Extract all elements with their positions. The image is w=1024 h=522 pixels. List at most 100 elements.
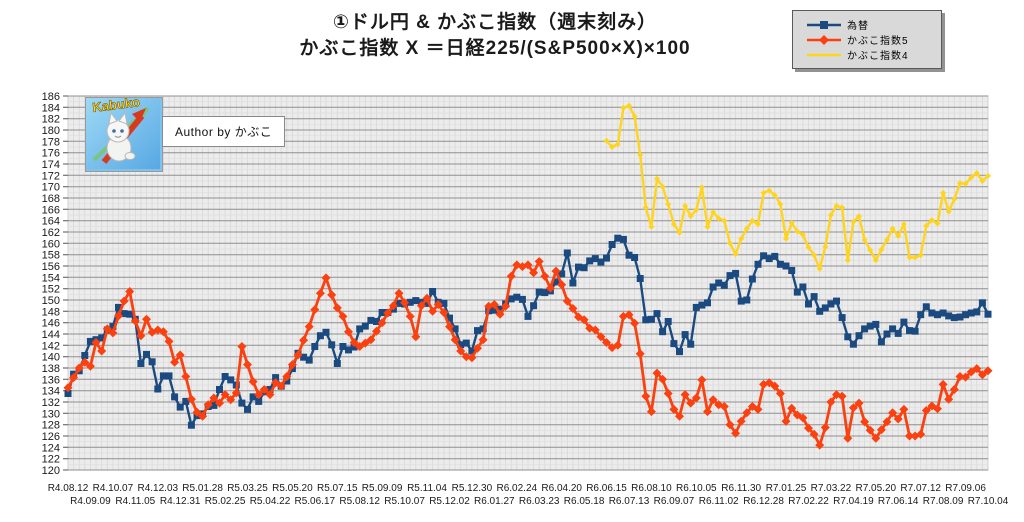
svg-text:176: 176 (42, 148, 60, 160)
legend-swatch-0 (807, 20, 841, 29)
svg-text:R5.06.17: R5.06.17 (295, 496, 336, 507)
chart-title-line1: ①ドル円 & かぶこ指数（週末刻み） (332, 12, 658, 33)
svg-text:R4.10.07: R4.10.07 (93, 483, 134, 494)
svg-text:178: 178 (42, 136, 60, 148)
svg-text:130: 130 (42, 408, 60, 420)
legend-label-1: かぶこ指数5 (847, 36, 909, 47)
legend-item-1: かぶこ指数5 (807, 32, 935, 47)
svg-text:174: 174 (42, 159, 60, 171)
svg-text:R5.05.20: R5.05.20 (272, 483, 313, 494)
legend-swatch-2 (807, 53, 841, 56)
svg-text:R7.03.22: R7.03.22 (811, 483, 852, 494)
series-markers-2 (603, 102, 991, 272)
svg-text:128: 128 (42, 420, 60, 432)
svg-text:R4.12.31: R4.12.31 (160, 496, 201, 507)
svg-text:144: 144 (42, 329, 60, 341)
svg-text:R6.10.05: R6.10.05 (676, 483, 717, 494)
svg-text:R6.02.24: R6.02.24 (497, 483, 538, 494)
x-axis-labels: R4.08.12 R4.10.07 R4.12.03 R5.01.28 R5.03.25… (48, 483, 1009, 507)
grid-minor-horizontal (68, 101, 988, 465)
svg-text:R6.11.02: R6.11.02 (699, 496, 739, 507)
legend-label-0: 為替 (847, 21, 869, 32)
svg-text:R6.06.15: R6.06.15 (586, 483, 627, 494)
svg-text:124: 124 (42, 442, 60, 454)
svg-text:R6.03.23: R6.03.23 (519, 496, 560, 507)
svg-text:R5.07.15: R5.07.15 (317, 483, 358, 494)
svg-text:R6.12.28: R6.12.28 (743, 496, 784, 507)
svg-text:R6.04.20: R6.04.20 (541, 483, 582, 494)
svg-text:142: 142 (42, 340, 60, 352)
svg-text:R7.09.06: R7.09.06 (945, 483, 986, 494)
svg-text:R6.07.13: R6.07.13 (609, 496, 650, 507)
svg-text:R7.08.09: R7.08.09 (923, 496, 964, 507)
svg-text:168: 168 (42, 193, 60, 205)
svg-text:134: 134 (42, 386, 60, 398)
chart-title: ①ドル円 & かぶこ指数（週末刻み） かぶこ指数 X ＝日経225/(S&P50… (0, 10, 990, 61)
svg-text:R6.11.30: R6.11.30 (721, 483, 761, 494)
svg-text:R5.02.25: R5.02.25 (205, 496, 246, 507)
svg-text:R4.12.03: R4.12.03 (138, 483, 179, 494)
svg-text:160: 160 (42, 238, 60, 250)
svg-text:R5.09.09: R5.09.09 (362, 483, 403, 494)
chart-title-line2: かぶこ指数 X ＝日経225/(S&P500×X)×100 (299, 37, 691, 59)
svg-text:R5.04.22: R5.04.22 (250, 496, 291, 507)
svg-text:R7.04.19: R7.04.19 (833, 496, 874, 507)
svg-text:186: 186 (42, 91, 60, 103)
svg-text:148: 148 (42, 306, 60, 318)
svg-text:182: 182 (42, 114, 60, 126)
svg-text:R6.09.07: R6.09.07 (654, 496, 695, 507)
svg-text:122: 122 (42, 454, 60, 466)
svg-text:140: 140 (42, 352, 60, 364)
legend-swatch-1 (807, 34, 841, 45)
svg-text:120: 120 (42, 465, 60, 477)
series-markers-1 (63, 257, 993, 450)
svg-text:150: 150 (42, 295, 60, 307)
svg-text:146: 146 (42, 318, 60, 330)
svg-text:R6.08.10: R6.08.10 (631, 483, 672, 494)
svg-text:R7.06.14: R7.06.14 (878, 496, 919, 507)
svg-text:172: 172 (42, 170, 60, 182)
svg-text:R4.11.05: R4.11.05 (115, 496, 155, 507)
svg-text:R5.08.12: R5.08.12 (339, 496, 380, 507)
chart-legend: 為替かぶこ指数5 かぶこ指数4 (792, 10, 942, 69)
svg-text:132: 132 (42, 397, 60, 409)
kabuko-logo: Kabuko (85, 97, 163, 172)
svg-text:170: 170 (42, 182, 60, 194)
svg-text:154: 154 (42, 272, 60, 284)
svg-text:R4.08.12: R4.08.12 (48, 483, 89, 494)
svg-text:R7.05.20: R7.05.20 (856, 483, 897, 494)
svg-text:R5.12.30: R5.12.30 (452, 483, 493, 494)
svg-text:126: 126 (42, 431, 60, 443)
svg-text:180: 180 (42, 125, 60, 137)
author-box: Author by かぶこ (162, 116, 286, 147)
svg-text:184: 184 (42, 102, 60, 114)
svg-text:156: 156 (42, 261, 60, 273)
svg-text:R5.01.28: R5.01.28 (182, 483, 223, 494)
svg-text:R6.05.18: R6.05.18 (564, 496, 605, 507)
y-axis-ticks (63, 95, 68, 471)
author-label: Author by かぶこ (175, 125, 273, 139)
svg-text:R7.07.12: R7.07.12 (900, 483, 941, 494)
svg-text:R4.09.09: R4.09.09 (70, 496, 111, 507)
legend-item-2: かぶこ指数4 (807, 47, 935, 62)
svg-text:166: 166 (42, 204, 60, 216)
svg-text:162: 162 (42, 227, 60, 239)
svg-text:158: 158 (42, 250, 60, 262)
svg-text:136: 136 (42, 374, 60, 386)
svg-text:R5.10.07: R5.10.07 (384, 496, 425, 507)
legend-label-2: かぶこ指数4 (847, 51, 909, 62)
y-axis-labels: 1201221241261281301321341361381401421441… (42, 91, 60, 477)
svg-text:R7.02.22: R7.02.22 (788, 496, 829, 507)
svg-text:152: 152 (42, 284, 60, 296)
svg-text:138: 138 (42, 363, 60, 375)
cat-figure (106, 111, 136, 162)
svg-text:R5.11.04: R5.11.04 (407, 483, 447, 494)
svg-text:R6.01.27: R6.01.27 (474, 496, 515, 507)
svg-text:R7.01.25: R7.01.25 (766, 483, 807, 494)
legend-item-0: 為替 (807, 17, 935, 32)
svg-text:R5.12.02: R5.12.02 (429, 496, 470, 507)
svg-text:164: 164 (42, 216, 60, 228)
kabuko-mascot-icon: Kabuko (86, 98, 160, 169)
